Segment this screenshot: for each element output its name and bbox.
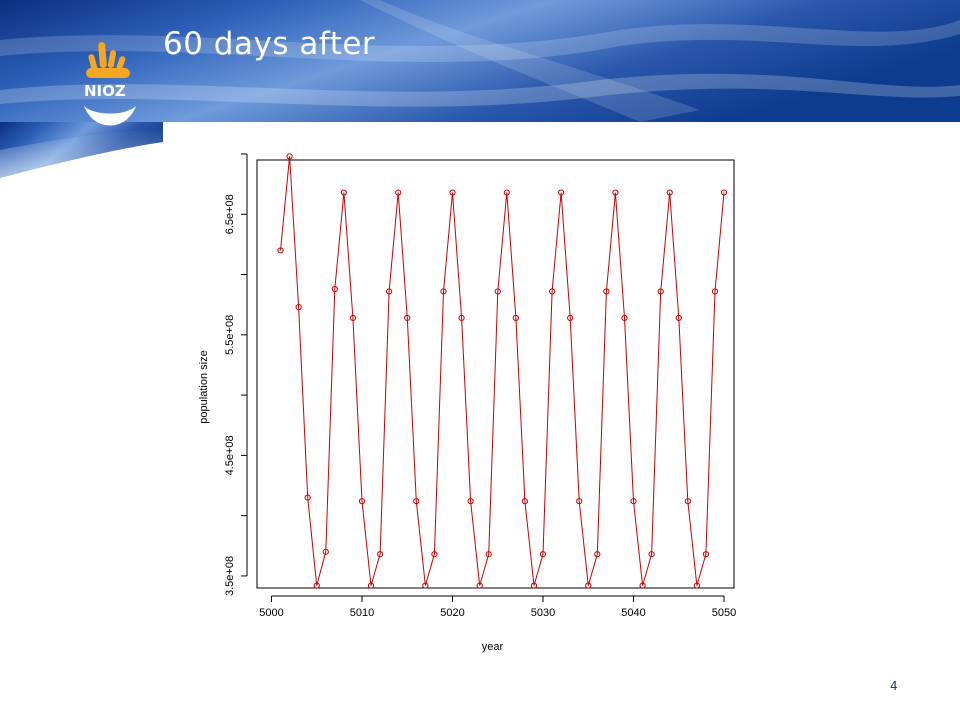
x-tick-label: 5010 [350, 607, 374, 619]
data-point [367, 582, 375, 589]
x-tick-label: 5020 [440, 607, 464, 619]
data-point [485, 551, 492, 558]
data-point [594, 551, 601, 558]
data-point [494, 288, 501, 295]
header-banner [0, 0, 960, 178]
data-point [657, 288, 664, 295]
data-point [585, 582, 592, 589]
data-point [530, 582, 538, 589]
data-point [648, 551, 655, 558]
chart-svg: 5000 5010 5020 5030 5040 5050 3.5e+08 4.5e+08 5.… [198, 153, 736, 653]
y-axis-label: population size [198, 350, 210, 423]
y-tick-label: 3.5e+08 [224, 556, 236, 596]
data-point [413, 498, 420, 505]
data-point [449, 189, 456, 196]
data-point [295, 303, 302, 311]
data-point [666, 189, 673, 196]
data-point [503, 189, 510, 196]
data-point [512, 314, 519, 322]
page-number: 4 [890, 679, 898, 693]
data-point [693, 582, 700, 589]
data-point [313, 582, 320, 589]
x-tick-label: 5000 [259, 607, 283, 619]
data-point [286, 153, 293, 160]
data-point [331, 285, 338, 293]
svg-text:NIOZ: NIOZ [84, 82, 126, 100]
series-line [280, 156, 725, 586]
data-point [702, 551, 710, 558]
data-point [322, 548, 329, 555]
data-point [431, 551, 438, 558]
y-tick-label: 6.5e+08 [224, 194, 236, 234]
data-point [675, 314, 682, 322]
data-point [476, 582, 483, 589]
population-chart: 5000 5010 5020 5030 5040 5050 3.5e+08 4.5e+08 5.… [185, 148, 745, 660]
data-point [358, 498, 366, 505]
data-point [558, 189, 565, 196]
data-point [576, 498, 583, 505]
data-point [612, 189, 619, 196]
data-point [340, 189, 347, 196]
data-point [711, 288, 719, 295]
x-tick-label: 5050 [712, 607, 736, 619]
data-point [422, 582, 429, 589]
y-tick-label: 5.5e+08 [224, 315, 236, 355]
data-point [621, 314, 628, 322]
data-point [386, 288, 393, 295]
x-tick-label: 5030 [531, 607, 555, 619]
x-tick-label: 5040 [621, 607, 645, 619]
data-point [639, 582, 646, 589]
data-point [539, 551, 547, 558]
y-tick-label: 4.5e+08 [224, 435, 236, 475]
nioz-logo: NIOZ [84, 41, 136, 126]
data-point [304, 494, 311, 501]
data-point [458, 314, 465, 322]
data-point [548, 288, 556, 295]
slide-title: 60 days after [163, 26, 376, 62]
data-point [521, 498, 529, 505]
data-point [440, 288, 447, 295]
data-point [684, 498, 691, 505]
data-point [404, 314, 411, 322]
data-point [603, 288, 610, 295]
x-axis-label: year [482, 641, 504, 653]
data-point [277, 247, 284, 254]
data-point [567, 314, 574, 322]
data-point [349, 314, 357, 322]
plot-frame [256, 159, 735, 589]
data-point [720, 189, 728, 196]
data-point [630, 498, 637, 505]
data-point [467, 498, 474, 505]
data-point [395, 189, 402, 196]
data-point [376, 551, 384, 558]
